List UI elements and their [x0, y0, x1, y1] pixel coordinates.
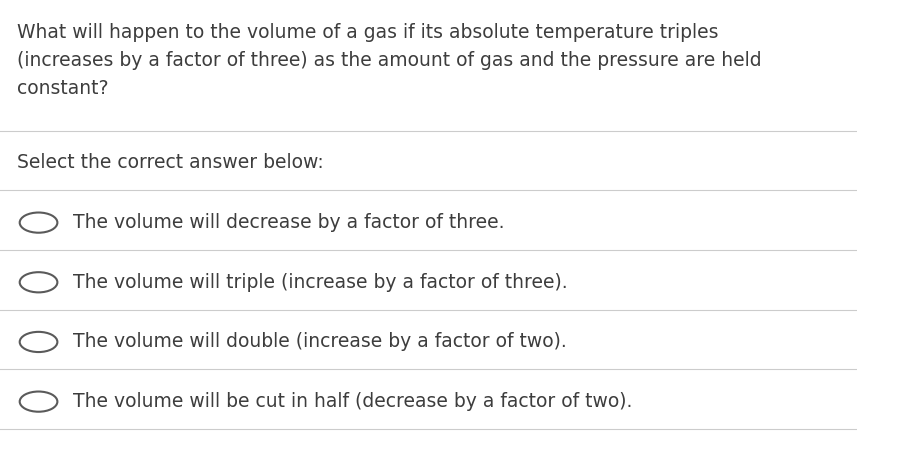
Text: What will happen to the volume of a gas if its absolute temperature triples
(inc: What will happen to the volume of a gas … [17, 23, 762, 98]
Text: The volume will decrease by a factor of three.: The volume will decrease by a factor of … [73, 213, 504, 232]
Text: Select the correct answer below:: Select the correct answer below: [17, 153, 324, 173]
Text: The volume will be cut in half (decrease by a factor of two).: The volume will be cut in half (decrease… [73, 392, 632, 411]
Text: The volume will double (increase by a factor of two).: The volume will double (increase by a fa… [73, 332, 567, 352]
Text: The volume will triple (increase by a factor of three).: The volume will triple (increase by a fa… [73, 273, 568, 292]
